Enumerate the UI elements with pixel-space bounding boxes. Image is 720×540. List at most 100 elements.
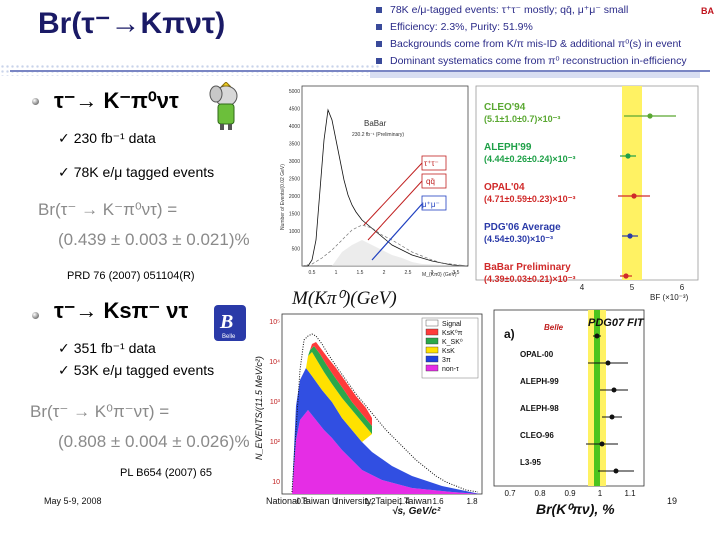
babar-elephant-icon (209, 82, 238, 130)
ksk-area (306, 352, 372, 442)
pdg07-entry-name: ALEPH-99 (520, 377, 559, 386)
plot1-babar-label: BaBar (364, 119, 387, 128)
note-bullet (376, 58, 382, 64)
section1-item-2: ✓ 78K e/μ tagged events (58, 164, 214, 181)
comparison-entry-value: (5.1±1.0±0.7)×10⁻³ (484, 114, 560, 124)
plot2-x-ticks: 0.8 1 1.2 1.4 1.6 1.8 (296, 497, 478, 506)
check-icon: ✓ (58, 131, 70, 147)
pdg07-entry-name: CLEO-96 (520, 431, 554, 440)
x-tick-label: 1 (334, 497, 339, 506)
pdg07-point (599, 441, 605, 447)
check-icon: ✓ (58, 341, 70, 357)
section1-item-1: ✓ 230 fb⁻¹ data (58, 130, 156, 147)
y-tick-label: 2000 (289, 194, 300, 200)
pdg07-point (609, 414, 615, 420)
comparison-x-tick: 6 (680, 283, 685, 292)
plot1-ylabel: Number of Events/(0.02 GeV) (280, 164, 286, 230)
pdg07-label-a: a) (504, 327, 515, 341)
arrow-qq (367, 180, 423, 241)
pdg07-entry-name: ALEPH-98 (520, 404, 559, 413)
section2-heading: τ⁻→ Ksπ⁻ ντ (54, 298, 189, 323)
comparison-entry-name: OPAL'04 (484, 182, 525, 193)
section1-item-text: 230 fb⁻¹ data (73, 130, 156, 146)
y-tick-label: 3000 (289, 159, 300, 165)
section2-formula-line1: Br(τ⁻ → K⁰π⁻ντ) = (30, 402, 170, 421)
belle-logo-icon: B Belle (214, 305, 246, 341)
pdg07-entry-name: OPAL-00 (520, 350, 554, 359)
x-tick-label: 0.8 (296, 497, 308, 506)
section2-reference: PL B654 (2007) 65 (120, 467, 212, 479)
plot1-prelim-label: 230.2 fb⁻¹ (Preliminary) (352, 132, 404, 138)
x-tick-label: 1.6 (432, 497, 444, 506)
y-tick-label: 1000 (289, 229, 300, 235)
non-tau-area (292, 410, 480, 494)
plot1-x-ticks: 0.5 1 1.5 2 2.5 3 3.5 (309, 270, 460, 276)
qq-background-histogram (301, 224, 469, 267)
comparison-point (627, 233, 633, 239)
plot2-y-ticks: 10⁵ 10⁴ 10³ 10² 10 (269, 319, 280, 486)
y-tick-label: 5000 (289, 89, 300, 95)
legend-swatch (425, 328, 439, 336)
note-bullet (376, 7, 382, 13)
plot1-y-ticks: 500 1000 1500 2000 2500 3000 3500 4000 4500 5000 (289, 89, 300, 253)
section2-item-text: 351 fb⁻¹ data (73, 340, 156, 356)
comparison-x-tick: 4 (580, 283, 585, 292)
note-text: Backgrounds come from K/π mis-ID & addit… (390, 38, 682, 50)
legend-label: KsK (442, 348, 455, 355)
section2-formula-line2: (0.808 ± 0.004 ± 0.026)% (58, 432, 250, 451)
check-icon: ✓ (58, 363, 70, 379)
note-item: Dominant systematics come from π⁰ recons… (376, 55, 687, 67)
comparison-entry-name: BaBar Preliminary (484, 262, 571, 273)
arrow-mumu (371, 203, 423, 261)
pdg07-point (611, 387, 617, 393)
footer-venue: National Taiwan University, Taipei, Taiw… (266, 496, 432, 506)
note-text: Dominant systematics come from π⁰ recons… (390, 55, 687, 67)
legend-swatch (425, 319, 439, 327)
section1-reference: PRD 76 (2007) 051104(R) (67, 270, 195, 282)
comparison-point (647, 113, 653, 119)
x-tick-label: 1.8 (466, 497, 478, 506)
comparison-entry-name: ALEPH'99 (484, 142, 532, 153)
pdg07-entry-name: Belle (544, 323, 564, 332)
note-item: Efficiency: 2.3%, Purity: 51.9% (376, 21, 533, 33)
legend-label: 3π (442, 357, 451, 364)
footer-date: May 5-9, 2008 (44, 496, 102, 506)
check-icon: ✓ (58, 165, 70, 181)
legend-qq: qq̄ (426, 177, 435, 186)
x-tick-label: 2 (383, 270, 386, 276)
comparison-x-tick: 5 (630, 283, 635, 292)
x-tick-label: 1.4 (398, 497, 410, 506)
plot2-ylabel: N_EVENTS/(11.5 MeV/c²) (254, 356, 264, 460)
babar-mass-plot: τ⁺τ⁻ qq̄ μ⁺μ⁻ BaBar 230.2 fb⁻¹ (Prelimin… (272, 80, 472, 310)
legend-box (421, 195, 447, 211)
pdg07-x-tick: 0.8 (534, 489, 546, 498)
pdg07-x-tick: 0.9 (564, 489, 576, 498)
comparison-entries: CLEO'94(5.1±1.0±0.7)×10⁻³ ALEPH'99(4.44±0… (484, 102, 676, 284)
section1-formula-line1: Br(τ⁻ → K⁻π⁰ντ) = (38, 200, 178, 219)
pdg07-entry-name: L3-95 (520, 458, 541, 467)
section1-heading: τ⁻→ K⁻π⁰ντ (54, 88, 179, 113)
comparison-point (625, 153, 631, 159)
fit-band-inner (594, 310, 600, 486)
data-histogram (302, 108, 469, 267)
y-tick-label: 10 (272, 479, 280, 486)
y-tick-label: 10³ (270, 399, 281, 406)
data-points (291, 333, 479, 493)
babar-corner-logo: BA (700, 2, 718, 18)
section2-item-2: ✓ 53K e/μ tagged events (58, 362, 214, 379)
footer-page-number: 19 (667, 496, 678, 506)
x-tick-label: 1 (335, 270, 338, 276)
plot1-xlabel-small: M_{Kπ0} (GeV) (422, 272, 457, 278)
pdg07-point (613, 468, 619, 474)
section1-formula-line2: (0.439 ± 0.003 ± 0.021)% (58, 230, 250, 249)
pdg07-x-tick: 0.7 (504, 489, 516, 498)
y-tick-label: 10⁴ (269, 359, 280, 366)
arrow-tautau (363, 162, 423, 226)
y-tick-label: 10⁵ (269, 319, 280, 326)
section1-bullet (32, 98, 39, 105)
pdg07-point (594, 333, 600, 339)
y-tick-label: 4000 (289, 124, 300, 130)
section2-item-1: ✓ 351 fb⁻¹ data (58, 340, 156, 357)
